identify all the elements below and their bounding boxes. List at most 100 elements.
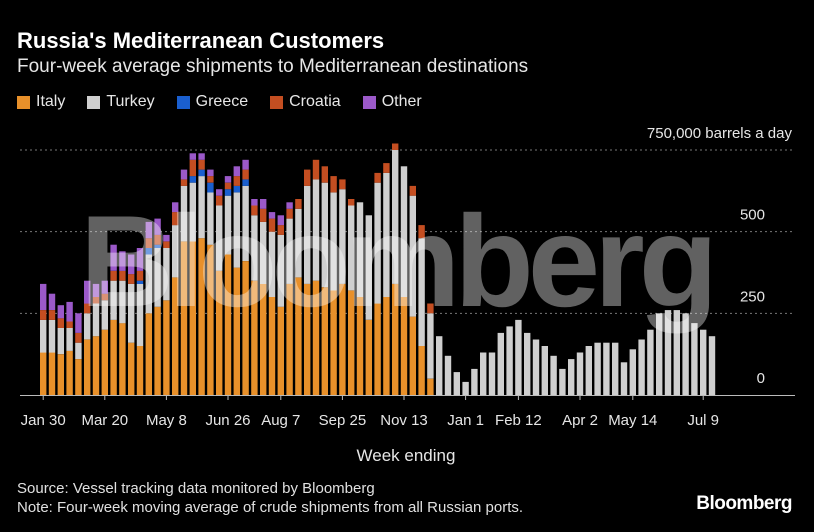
bar-segment-italy bbox=[260, 283, 267, 395]
bar-segment-turkey bbox=[84, 313, 91, 340]
bar-segment-turkey bbox=[647, 329, 654, 395]
bar-segment-other bbox=[92, 283, 100, 297]
bar-segment-turkey bbox=[682, 313, 689, 395]
bar-segment-turkey bbox=[506, 326, 513, 395]
bar-segment-italy bbox=[304, 283, 311, 395]
x-tick-label: Jun 26 bbox=[205, 412, 250, 429]
bar-segment-italy bbox=[383, 297, 390, 395]
bar-segment-other bbox=[119, 251, 126, 271]
legend-item-croatia: Croatia bbox=[270, 93, 341, 111]
bar-segment-croatia bbox=[145, 238, 152, 248]
x-tick-label: Aug 7 bbox=[261, 412, 300, 429]
bar-segment-croatia bbox=[277, 225, 284, 235]
bar-segment-croatia bbox=[233, 176, 240, 186]
legend-item-italy: Italy bbox=[17, 93, 65, 111]
bar-segment-turkey bbox=[568, 359, 575, 395]
legend-swatch bbox=[17, 95, 30, 109]
bar-segment-turkey bbox=[251, 215, 258, 281]
bar-segment-croatia bbox=[295, 199, 302, 209]
bar-segment-italy bbox=[392, 283, 399, 395]
bar-segment-turkey bbox=[224, 195, 232, 255]
bar-segment-turkey bbox=[453, 372, 460, 395]
bar-segment-other bbox=[145, 221, 152, 239]
bar-segment-croatia bbox=[207, 176, 214, 183]
bar-segment-italy bbox=[163, 300, 170, 395]
legend-label: Italy bbox=[36, 93, 66, 110]
bar-segment-italy bbox=[84, 339, 91, 395]
bar-segment-croatia bbox=[374, 172, 381, 183]
bar-segment-turkey bbox=[594, 342, 601, 395]
bar-segment-turkey bbox=[356, 202, 364, 297]
legend-swatch bbox=[176, 95, 190, 109]
bar-segment-other bbox=[286, 202, 293, 209]
bar-segment-greece bbox=[224, 189, 232, 196]
x-tick-label: Mar 20 bbox=[81, 412, 128, 429]
bar-segment-croatia bbox=[409, 185, 416, 196]
bar-segment-greece bbox=[242, 179, 249, 186]
bar-segment-turkey bbox=[409, 195, 416, 317]
bar-segment-italy bbox=[172, 277, 179, 395]
bar-segment-other bbox=[242, 159, 249, 170]
bar-segment-turkey bbox=[268, 231, 276, 297]
x-tick-label: May 8 bbox=[146, 412, 187, 429]
y-tick-label: 250 bbox=[740, 288, 765, 305]
bar-segment-italy bbox=[207, 244, 214, 395]
legend: Italy Turkey Greece Croatia Other bbox=[17, 93, 422, 111]
bar-segment-turkey bbox=[145, 254, 152, 314]
bar-segment-italy bbox=[277, 306, 284, 395]
x-tick-label: Feb 12 bbox=[495, 412, 542, 429]
bar-segment-turkey bbox=[260, 221, 267, 284]
bar-segment-italy bbox=[312, 280, 320, 395]
bar-segment-turkey bbox=[365, 215, 372, 320]
bar-segment-turkey bbox=[75, 342, 82, 359]
bar-segment-italy bbox=[224, 254, 232, 395]
bar-segment-italy bbox=[101, 329, 108, 395]
bar-segment-croatia bbox=[339, 179, 346, 190]
bar-segment-other bbox=[233, 166, 240, 177]
bar-segment-turkey bbox=[620, 362, 628, 395]
bar-segment-other bbox=[163, 234, 170, 242]
bar-segment-turkey bbox=[180, 185, 188, 242]
bar-segment-croatia bbox=[304, 169, 311, 186]
bar-segment-turkey bbox=[128, 283, 135, 343]
bar-segment-croatia bbox=[418, 225, 425, 239]
bar-segment-turkey bbox=[576, 352, 584, 395]
bar-segment-turkey bbox=[374, 182, 381, 304]
bar-segment-croatia bbox=[286, 208, 293, 219]
bar-segment-turkey bbox=[163, 248, 170, 301]
bar-segment-italy bbox=[136, 346, 144, 395]
bar-segment-italy bbox=[339, 283, 346, 395]
bar-segment-turkey bbox=[136, 283, 144, 346]
bar-segment-italy bbox=[180, 241, 188, 395]
bar-segment-turkey bbox=[101, 300, 108, 330]
legend-item-greece: Greece bbox=[176, 93, 248, 111]
bar-segment-turkey bbox=[656, 313, 663, 395]
bar-segment-other bbox=[75, 313, 82, 333]
bar-segment-croatia bbox=[242, 169, 249, 180]
bar-segment-italy bbox=[374, 303, 381, 395]
bar-segment-turkey bbox=[383, 172, 390, 297]
bar-segment-croatia bbox=[172, 212, 179, 226]
bar-segment-turkey bbox=[286, 218, 293, 284]
bar-segment-italy bbox=[48, 352, 56, 395]
bar-segment-turkey bbox=[339, 189, 346, 284]
bar-segment-croatia bbox=[392, 143, 399, 150]
x-axis-title: Week ending bbox=[357, 446, 456, 465]
bar-segment-croatia bbox=[128, 274, 135, 284]
bar-segment-croatia bbox=[92, 297, 100, 304]
bar-segment-turkey bbox=[700, 329, 707, 395]
bar-segment-turkey bbox=[48, 319, 56, 353]
bar-segment-italy bbox=[57, 354, 64, 395]
bar-segment-other bbox=[57, 305, 64, 319]
bar-segment-greece bbox=[136, 280, 144, 284]
bar-segment-other bbox=[154, 218, 161, 235]
bar-segment-turkey bbox=[321, 182, 328, 288]
bar-segment-other bbox=[48, 293, 56, 310]
bar-segment-turkey bbox=[277, 234, 284, 307]
bar-segment-italy bbox=[216, 270, 223, 395]
x-tick-label: Sep 25 bbox=[319, 412, 367, 429]
bar-segment-turkey bbox=[532, 339, 540, 395]
chart-title: Russia's Mediterranean Customers bbox=[17, 28, 385, 53]
bar-segment-italy bbox=[242, 261, 249, 395]
bar-segment-turkey bbox=[515, 319, 522, 395]
